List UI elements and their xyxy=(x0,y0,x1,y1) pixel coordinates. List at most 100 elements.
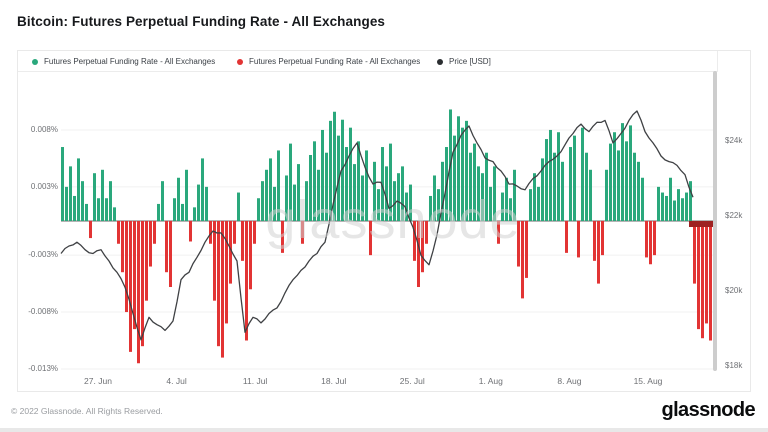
funding-bar-positive xyxy=(289,143,292,221)
funding-bar-positive xyxy=(633,152,636,221)
funding-bar-positive xyxy=(605,169,608,221)
funding-bar-positive xyxy=(381,147,384,221)
funding-bar-positive xyxy=(617,150,620,221)
funding-bar-positive xyxy=(325,152,328,221)
funding-bar-positive xyxy=(441,161,444,221)
funding-bar-positive xyxy=(349,127,352,221)
funding-bar-positive xyxy=(277,150,280,221)
funding-bar-positive xyxy=(385,166,388,221)
funding-bar-positive xyxy=(341,119,344,221)
legend-item-label: Futures Perpetual Funding Rate - All Exc… xyxy=(44,57,216,66)
funding-bar-positive xyxy=(541,158,544,221)
funding-bar-positive xyxy=(433,175,436,221)
y-axis-left-tick: -0.013% xyxy=(28,363,58,373)
funding-bar-positive xyxy=(621,123,624,221)
funding-bar-positive xyxy=(389,143,392,221)
footer-copyright: © 2022 Glassnode. All Rights Reserved. xyxy=(11,406,163,416)
funding-bar-positive xyxy=(629,125,632,221)
funding-bar-positive xyxy=(469,152,472,221)
funding-bar-positive xyxy=(269,158,272,221)
funding-bar-positive xyxy=(529,189,532,221)
funding-bar-positive xyxy=(181,203,184,221)
funding-bar-positive xyxy=(273,186,276,221)
chart-legend: Futures Perpetual Funding Rate - All Exc… xyxy=(18,51,718,72)
legend-dot-icon xyxy=(437,58,443,65)
funding-bar-positive xyxy=(393,181,396,221)
funding-bar-positive xyxy=(353,164,356,221)
funding-bar-positive xyxy=(461,127,464,221)
funding-bar-negative xyxy=(233,221,236,244)
funding-bar-negative xyxy=(653,221,656,256)
funding-bar-positive xyxy=(177,177,180,221)
funding-bar-positive xyxy=(509,198,512,221)
funding-bar-negative xyxy=(301,221,304,244)
funding-bar-negative xyxy=(697,221,700,330)
funding-bar-positive xyxy=(305,181,308,221)
legend-dot-icon xyxy=(32,58,38,65)
funding-bar-positive xyxy=(553,152,556,221)
funding-bar-positive xyxy=(429,195,432,221)
funding-bar-positive xyxy=(637,161,640,221)
funding-bar-negative xyxy=(229,221,232,284)
funding-bar-negative xyxy=(601,221,604,256)
funding-bar-positive xyxy=(401,166,404,221)
funding-bar-positive xyxy=(333,111,336,221)
funding-bar-positive xyxy=(585,152,588,221)
funding-bar-positive xyxy=(609,143,612,221)
funding-bar-negative xyxy=(213,221,216,301)
funding-bar-negative xyxy=(693,221,696,284)
x-axis-tick: 11. Jul xyxy=(242,376,268,386)
funding-bar-positive xyxy=(513,169,516,221)
funding-bar-negative xyxy=(369,221,372,256)
funding-bar-positive xyxy=(257,198,260,221)
funding-bar-positive xyxy=(185,169,188,221)
funding-bar-positive xyxy=(297,164,300,221)
funding-bar-positive xyxy=(69,166,72,221)
funding-bar-positive xyxy=(533,173,536,221)
funding-bar-negative xyxy=(125,221,128,313)
funding-bar-positive xyxy=(561,161,564,221)
funding-bar-positive xyxy=(465,120,468,221)
y-axis-left-tick: 0.008% xyxy=(30,124,58,134)
y-axis-right-tick: $20k xyxy=(725,286,743,295)
funding-bar-positive xyxy=(641,177,644,221)
funding-bar-positive xyxy=(581,127,584,221)
funding-bar-positive xyxy=(173,198,176,221)
funding-bar-positive xyxy=(437,189,440,221)
funding-bar-negative xyxy=(521,221,524,299)
funding-bar-negative xyxy=(421,221,424,273)
funding-bar-positive xyxy=(201,158,204,221)
funding-bar-positive xyxy=(109,181,112,221)
x-axis-tick: 8. Aug xyxy=(557,376,582,386)
funding-bar-negative xyxy=(413,221,416,261)
funding-bar-positive xyxy=(77,158,80,221)
funding-bar-positive xyxy=(65,186,68,221)
funding-bar-negative xyxy=(145,221,148,301)
funding-bar-positive xyxy=(193,207,196,221)
glassnode-logo[interactable]: glassnode xyxy=(661,399,755,421)
funding-bar-positive xyxy=(61,147,64,221)
funding-bar-positive xyxy=(677,189,680,221)
funding-bar-negative xyxy=(89,221,92,239)
funding-bar-negative xyxy=(597,221,600,284)
legend-item-2[interactable]: Futures Perpetual Funding Rate - All Exc… xyxy=(237,51,420,72)
funding-bar-positive xyxy=(681,198,684,221)
vertical-zoom-scrollbar[interactable] xyxy=(713,71,717,371)
y-axis-right-tick: $18k xyxy=(725,361,743,370)
chart-plot-area[interactable] xyxy=(18,51,750,391)
funding-bar-positive xyxy=(481,173,484,221)
funding-bar-negative xyxy=(497,221,500,244)
legend-item-1[interactable]: Futures Perpetual Funding Rate - All Exc… xyxy=(32,51,215,72)
legend-item-3[interactable]: Price [USD] xyxy=(437,51,491,72)
funding-bar-negative xyxy=(117,221,120,244)
funding-bar-positive xyxy=(293,184,296,221)
funding-bar-negative xyxy=(425,221,428,244)
chart-card: Futures Perpetual Funding Rate - All Exc… xyxy=(17,50,751,392)
funding-bar-positive xyxy=(505,177,508,221)
funding-bar-negative xyxy=(709,221,712,341)
funding-bar-negative xyxy=(129,221,132,352)
funding-bar-positive xyxy=(321,129,324,221)
funding-bar-positive xyxy=(373,161,376,221)
funding-bar-positive xyxy=(361,175,364,221)
funding-bar-negative xyxy=(577,221,580,258)
